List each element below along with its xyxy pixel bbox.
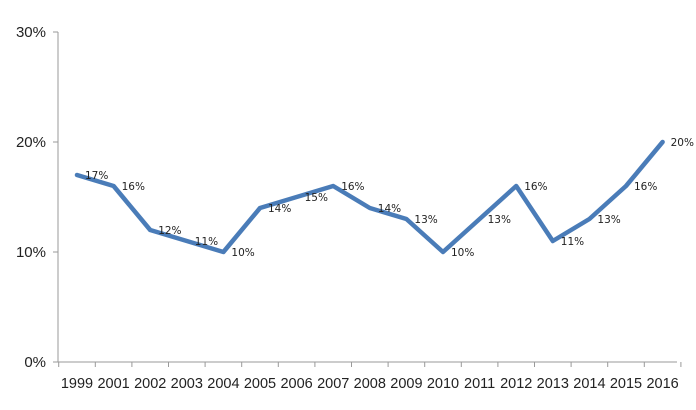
data-point bbox=[75, 173, 79, 177]
y-tick-label: 20% bbox=[16, 134, 46, 151]
x-tick-label: 2007 bbox=[317, 376, 349, 392]
y-tick-label: 10% bbox=[16, 244, 46, 261]
data-label: 20% bbox=[671, 137, 694, 149]
x-tick-label: 2011 bbox=[464, 376, 495, 392]
data-point bbox=[404, 217, 408, 221]
data-point bbox=[295, 195, 299, 199]
y-axis-ticks: 0% 10% 20% 30% bbox=[16, 24, 58, 371]
data-label: 14% bbox=[378, 203, 401, 215]
data-label: 16% bbox=[122, 181, 145, 193]
x-tick-label: 2015 bbox=[610, 376, 642, 392]
data-point bbox=[185, 239, 189, 243]
y-tick-label: 30% bbox=[16, 24, 46, 41]
data-label: 13% bbox=[414, 214, 437, 226]
x-tick-label: 2008 bbox=[354, 376, 386, 392]
x-axis-ticks: 1999 2001 2002 2003 2004 2005 2006 2007 2008 2009… bbox=[58, 362, 682, 392]
x-tick-label: 2002 bbox=[134, 376, 166, 392]
data-label: 13% bbox=[597, 214, 620, 226]
data-point bbox=[258, 206, 262, 210]
data-label: 17% bbox=[85, 170, 108, 182]
x-tick-label: 2005 bbox=[244, 376, 276, 392]
data-point bbox=[661, 140, 665, 144]
data-label: 14% bbox=[268, 203, 291, 215]
data-label: 16% bbox=[524, 181, 547, 193]
data-label: 11% bbox=[561, 236, 584, 248]
y-tick-label: 0% bbox=[24, 354, 46, 371]
data-label: 11% bbox=[195, 236, 218, 248]
data-label: 13% bbox=[488, 214, 511, 226]
data-point bbox=[587, 217, 591, 221]
data-label: 16% bbox=[341, 181, 364, 193]
x-tick-label: 2010 bbox=[427, 376, 459, 392]
data-label: 10% bbox=[451, 247, 474, 259]
chart-axes bbox=[57, 32, 677, 363]
data-point bbox=[478, 217, 482, 221]
x-tick-label: 2014 bbox=[573, 376, 605, 392]
x-tick-label: 2012 bbox=[500, 376, 532, 392]
data-point bbox=[624, 184, 628, 188]
data-point bbox=[368, 206, 372, 210]
x-tick-label: 2003 bbox=[171, 376, 203, 392]
data-point bbox=[551, 239, 555, 243]
data-point bbox=[148, 228, 152, 232]
x-tick-label: 2013 bbox=[537, 376, 569, 392]
data-label: 10% bbox=[231, 247, 254, 259]
series-group bbox=[74, 139, 665, 255]
x-tick-label: 2006 bbox=[280, 376, 312, 392]
x-tick-label: 2009 bbox=[390, 376, 422, 392]
data-point bbox=[441, 250, 445, 254]
data-label: 16% bbox=[634, 181, 657, 193]
x-tick-label: 2001 bbox=[97, 376, 129, 392]
x-tick-label: 1999 bbox=[61, 376, 93, 392]
data-point bbox=[331, 184, 335, 188]
data-point bbox=[514, 184, 518, 188]
x-tick-label: 2004 bbox=[207, 376, 239, 392]
data-label: 15% bbox=[305, 192, 328, 204]
data-point bbox=[112, 184, 116, 188]
data-label: 12% bbox=[158, 225, 181, 237]
data-labels: 17% 16% 12% 11% 10% 14% 15% 16% 14% 13% 10% 13% 16% 1… bbox=[85, 137, 694, 259]
data-point bbox=[221, 250, 225, 254]
x-tick-label: 2016 bbox=[646, 376, 678, 392]
